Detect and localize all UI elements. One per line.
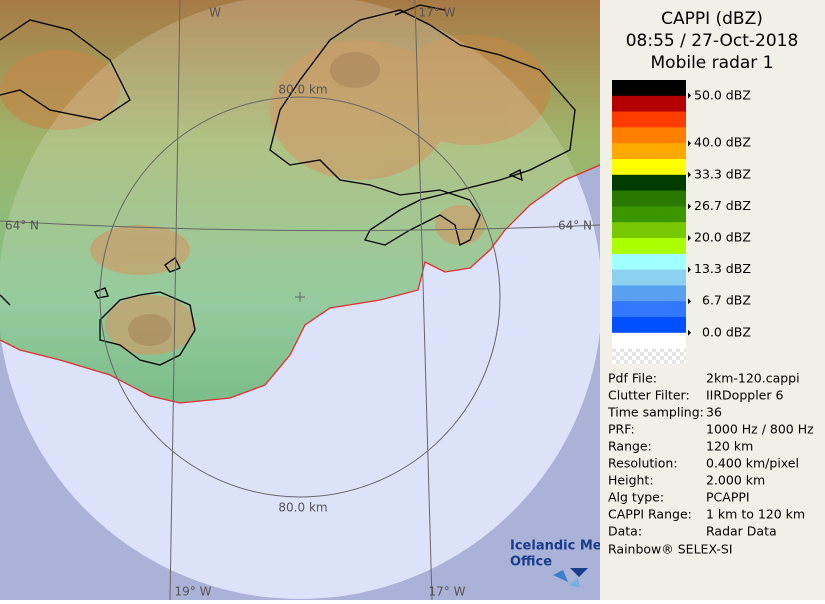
range-label: 80.0 km — [278, 501, 327, 515]
legend-swatch-checker — [612, 348, 686, 365]
grid-label: 64° N — [558, 219, 592, 233]
legend-arrow — [688, 92, 691, 99]
legend-arrow — [688, 140, 691, 147]
info-value: 0.400 km/pixel — [706, 456, 799, 471]
highlands — [0, 35, 550, 355]
legend-arrow — [688, 329, 691, 336]
legend-arrow — [688, 298, 691, 305]
info-label: Range: — [608, 439, 652, 454]
legend-swatch — [612, 111, 686, 128]
legend-swatch — [612, 285, 686, 302]
legend-label: 13.3 dBZ — [694, 261, 751, 276]
footer: Rainbow® SELEX-SI — [608, 542, 733, 557]
legend-swatch — [612, 332, 686, 349]
map: W 17° W 64° N 64° N 19° W 17° W 80.0 km … — [0, 0, 608, 600]
legend-label: 0.0 dBZ — [702, 324, 751, 339]
logo: Icelandic Met Office — [510, 539, 608, 588]
info-label: CAPPI Range: — [608, 507, 692, 522]
legend-swatch — [612, 301, 686, 318]
legend-swatch — [612, 159, 686, 176]
legend-swatch — [612, 190, 686, 207]
info-value: Radar Data — [706, 524, 777, 539]
legend-swatch — [612, 206, 686, 223]
logo-text: Office — [510, 555, 552, 570]
legend-label: 40.0 dBZ — [694, 135, 751, 150]
info-label: Time sampling: — [607, 405, 704, 420]
legend-swatch — [612, 253, 686, 270]
legend-swatch — [612, 317, 686, 334]
legend-arrow — [688, 203, 691, 210]
title-line: 08:55 / 27-Oct-2018 — [626, 31, 799, 51]
peaks — [128, 52, 380, 346]
info-value: IIRDoppler 6 — [706, 388, 783, 403]
legend-swatch — [612, 80, 686, 97]
legend-label: 26.7 dBZ — [694, 198, 751, 213]
info-label: Clutter Filter: — [608, 388, 690, 403]
info-label: Resolution: — [608, 456, 678, 471]
legend-arrow — [688, 266, 691, 273]
panel-title: CAPPI (dBZ) 08:55 / 27-Oct-2018 Mobile r… — [626, 9, 799, 73]
info-label: Pdf File: — [608, 371, 657, 386]
legend-swatch — [612, 95, 686, 112]
grid-label: 19° W — [175, 585, 212, 599]
info-label: Height: — [608, 473, 654, 488]
legend-swatch — [612, 143, 686, 160]
grid-labels: W 17° W 64° N 64° N 19° W 17° W 80.0 km … — [5, 6, 592, 599]
legend-arrow — [688, 235, 691, 241]
info-label: PRF: — [608, 422, 635, 437]
legend: 50.0 dBZ 40.0 dBZ 33.3 dBZ 26.7 dBZ 20.0 dBZ… — [612, 80, 751, 365]
info-value: PCAPPI — [706, 490, 750, 505]
title-line: CAPPI (dBZ) — [661, 9, 763, 29]
range-label: 80.0 km — [278, 83, 327, 97]
legend-label: 20.0 dBZ — [694, 230, 751, 245]
legend-label: 33.3 dBZ — [694, 166, 751, 181]
info-table: Pdf File: 2km-120.cappi Clutter Filter: IIR… — [607, 371, 814, 539]
info-value: 1 km to 120 km — [706, 507, 805, 522]
info-value: 36 — [706, 405, 722, 420]
legend-label: 50.0 dBZ — [694, 87, 751, 102]
info-value: 1000 Hz / 800 Hz — [706, 422, 814, 437]
info-value: 2.000 km — [706, 473, 765, 488]
info-value: 120 km — [706, 439, 753, 454]
legend-swatch — [612, 269, 686, 286]
grid-label: 64° N — [5, 219, 39, 233]
coastline — [0, 164, 600, 404]
legend-swatch — [612, 174, 686, 191]
title-line: Mobile radar 1 — [651, 53, 774, 73]
info-label: Data: — [608, 524, 642, 539]
legend-swatch — [612, 238, 686, 255]
legend-swatch — [612, 127, 686, 144]
legend-arrow — [688, 171, 691, 178]
info-value: 2km-120.cappi — [706, 371, 800, 386]
grid-label: 17° W — [419, 6, 456, 20]
logo-text: Icelandic Met — [510, 539, 608, 554]
grid-label: 17° W — [429, 585, 466, 599]
legend-swatch — [612, 222, 686, 239]
graticule — [0, 0, 600, 600]
info-label: Alg type: — [608, 490, 664, 505]
legend-label: 6.7 dBZ — [702, 293, 751, 308]
grid-label: W — [209, 6, 221, 20]
